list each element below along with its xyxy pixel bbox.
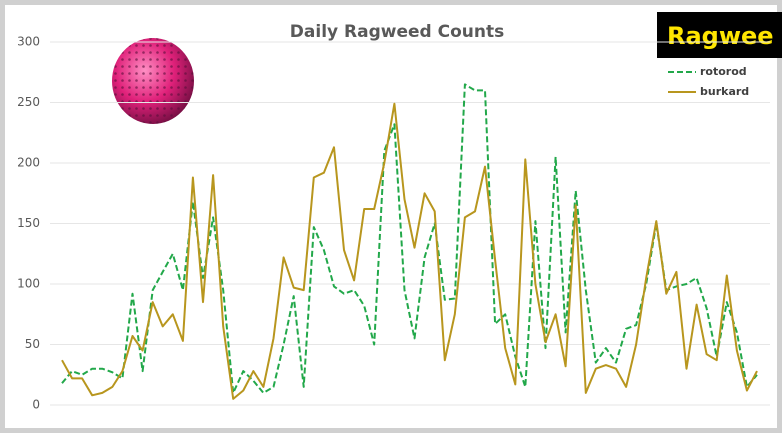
y-tick-label: 300 xyxy=(17,35,40,49)
legend-label: rotorod xyxy=(700,65,747,78)
y-tick-label: 200 xyxy=(17,156,40,170)
y-tick-label: 250 xyxy=(17,95,40,109)
y-tick-label: 0 xyxy=(32,398,40,412)
legend-label: burkard xyxy=(700,85,749,98)
pollen-image xyxy=(112,38,194,124)
badge-text: Ragwee xyxy=(667,22,774,50)
y-tick-label: 50 xyxy=(25,337,40,351)
y-tick-label: 150 xyxy=(17,216,40,230)
y-tick-label: 100 xyxy=(17,277,40,291)
chart: Daily Ragweed Counts Ragwee 0 50 100 150 200… xyxy=(0,0,782,433)
chart-title: Daily Ragweed Counts xyxy=(290,22,504,42)
